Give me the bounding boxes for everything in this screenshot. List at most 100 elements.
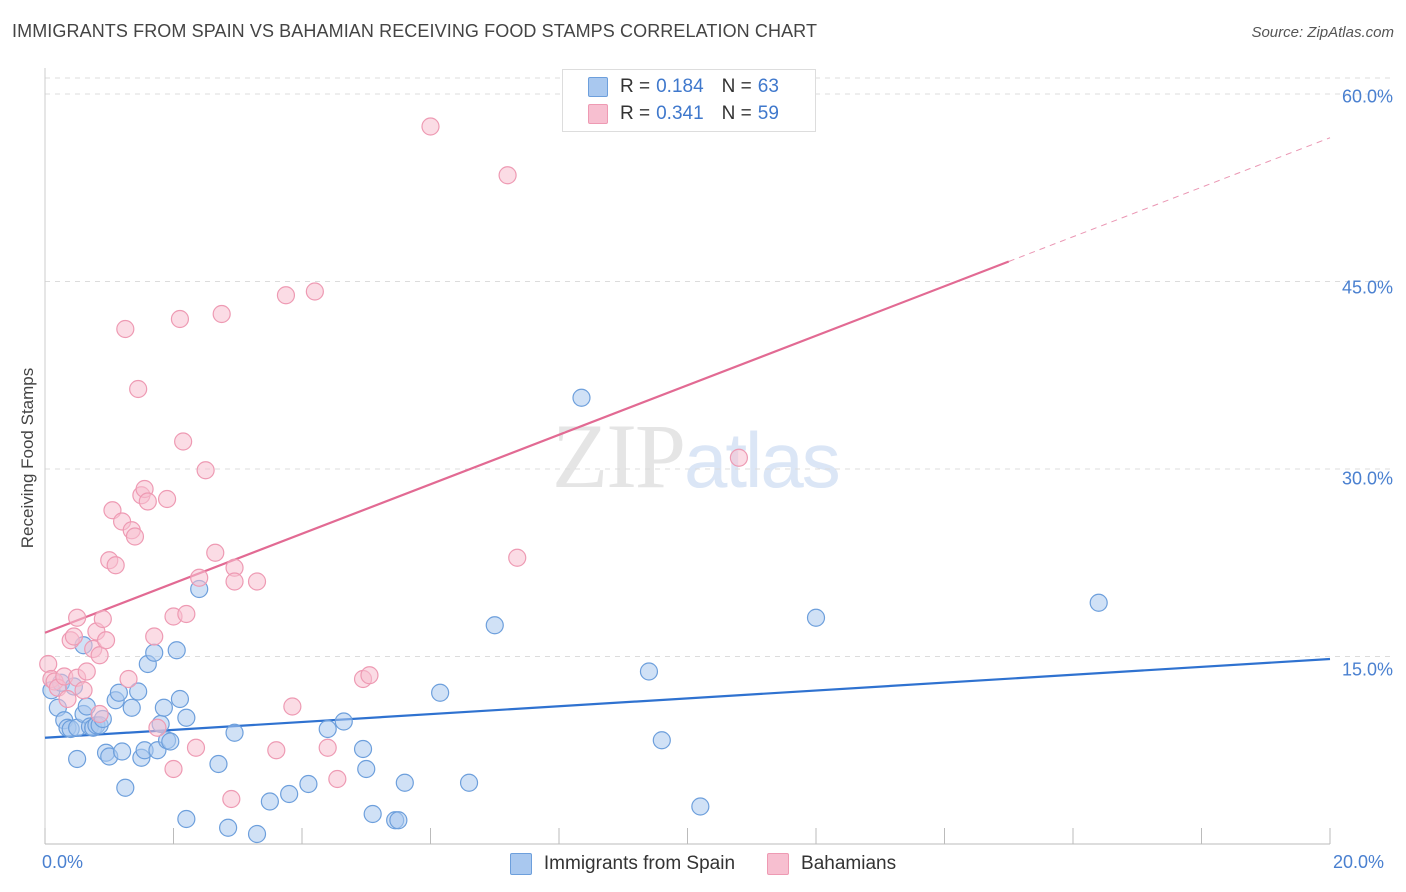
data-point-bahamians xyxy=(318,738,337,757)
data-point-bahamians xyxy=(360,666,379,685)
data-point-spain xyxy=(170,689,190,709)
source-credit: Source: ZipAtlas.com xyxy=(1251,24,1394,41)
watermark: ZIPatlas xyxy=(552,403,841,509)
data-point-bahamians xyxy=(77,662,96,681)
y-tick-label: 45.0% xyxy=(1341,277,1393,298)
data-point-spain xyxy=(145,643,164,662)
data-point-bahamians xyxy=(164,759,183,779)
trend-line-bahamians xyxy=(44,260,1010,634)
data-point-bahamians xyxy=(190,568,209,587)
data-point-spain xyxy=(806,608,826,627)
data-point-spain xyxy=(177,708,196,727)
x-tick-label: 20.0% xyxy=(1333,852,1385,872)
data-point-spain xyxy=(639,662,659,681)
data-point-bahamians xyxy=(305,282,324,301)
data-point-bahamians xyxy=(64,627,84,646)
legend-swatch-pink xyxy=(588,104,608,124)
axes xyxy=(44,68,1331,845)
data-point-spain xyxy=(177,809,196,829)
data-point-bahamians xyxy=(90,704,109,724)
y-tick-label: 30.0% xyxy=(1341,468,1393,489)
data-point-bahamians xyxy=(729,448,749,467)
data-point-spain xyxy=(299,774,318,794)
data-point-bahamians xyxy=(170,309,190,329)
data-point-bahamians xyxy=(328,769,347,789)
data-point-bahamians xyxy=(116,319,135,339)
legend-row-spain: R = 0.184 N = 63 xyxy=(588,75,797,99)
data-point-spain xyxy=(247,824,267,844)
data-point-bahamians xyxy=(508,548,527,567)
watermark-atlas: atlas xyxy=(684,416,841,504)
y-tick-label: 60.0% xyxy=(1341,86,1393,107)
legend-n-label: N = xyxy=(721,76,752,97)
watermark-zip: ZIP xyxy=(552,405,686,507)
y-axis-label: Receiving Food Stamps xyxy=(18,367,37,549)
data-point-spain xyxy=(459,773,479,792)
data-point-spain xyxy=(167,641,186,660)
data-point-bahamians xyxy=(90,646,109,665)
legend-r-label: R = xyxy=(620,76,651,97)
legend-swatch-blue xyxy=(509,853,532,875)
data-points xyxy=(39,117,1108,844)
data-point-spain xyxy=(431,683,450,702)
data-point-bahamians xyxy=(177,604,196,624)
data-point-spain xyxy=(116,778,135,797)
data-point-bahamians xyxy=(247,572,267,591)
gridlines xyxy=(45,77,1393,657)
data-point-bahamians xyxy=(145,627,164,646)
data-point-bahamians xyxy=(498,166,517,185)
legend-r-value: 0.184 xyxy=(656,76,704,97)
legend-r-label: R = xyxy=(620,103,651,124)
data-point-spain xyxy=(691,797,710,816)
data-point-bahamians xyxy=(212,304,231,324)
legend-item-spain[interactable]: Immigrants from Spain xyxy=(509,853,736,875)
data-point-bahamians xyxy=(421,117,440,136)
legend-swatch-pink xyxy=(767,853,790,875)
data-point-bahamians xyxy=(129,379,148,399)
legend-item-bahamians[interactable]: Bahamians xyxy=(767,853,896,875)
data-point-bahamians xyxy=(225,572,244,591)
legend-n-label: N = xyxy=(721,103,752,124)
legend-label: Immigrants from Spain xyxy=(543,853,736,874)
data-point-bahamians xyxy=(119,669,138,689)
data-point-spain xyxy=(395,773,414,792)
stats-legend: R = 0.184 N = 63 R = 0.341 N = 59 xyxy=(562,69,816,132)
trend-lines xyxy=(44,137,1331,739)
data-point-bahamians xyxy=(186,738,206,757)
legend-row-bahamians: R = 0.341 N = 59 xyxy=(588,102,797,126)
data-point-bahamians xyxy=(74,681,93,700)
legend-n-value: 63 xyxy=(757,76,779,97)
data-point-spain xyxy=(129,682,148,701)
data-point-bahamians xyxy=(206,543,225,562)
data-point-bahamians xyxy=(68,608,87,627)
data-point-spain xyxy=(225,723,244,742)
data-point-bahamians xyxy=(267,741,286,760)
data-point-spain xyxy=(572,388,591,407)
data-point-bahamians xyxy=(93,609,112,629)
data-point-bahamians xyxy=(125,527,145,546)
legend-label: Bahamians xyxy=(801,853,897,874)
data-point-spain xyxy=(112,742,132,761)
data-point-spain xyxy=(652,731,671,750)
data-point-spain xyxy=(353,739,373,759)
data-point-spain xyxy=(1089,593,1108,612)
data-point-bahamians xyxy=(276,286,296,305)
data-point-bahamians xyxy=(58,689,77,709)
data-point-spain xyxy=(109,683,128,702)
data-point-bahamians xyxy=(222,789,241,809)
data-point-bahamians xyxy=(106,556,125,575)
data-point-spain xyxy=(334,712,353,731)
series-legend: Immigrants from Spain Bahamians xyxy=(0,853,1406,875)
legend-r-value: 0.341 xyxy=(656,103,704,124)
data-point-spain xyxy=(485,616,504,635)
data-point-spain xyxy=(161,732,180,751)
trend-line-spain xyxy=(44,657,1331,739)
data-point-spain xyxy=(363,804,382,824)
data-point-spain xyxy=(219,818,238,837)
data-point-spain xyxy=(318,719,337,739)
chart-title: IMMIGRANTS FROM SPAIN VS BAHAMIAN RECEIV… xyxy=(12,21,818,41)
data-point-spain xyxy=(260,792,279,811)
y-tick-label: 15.0% xyxy=(1341,659,1393,680)
data-point-bahamians xyxy=(39,654,58,674)
